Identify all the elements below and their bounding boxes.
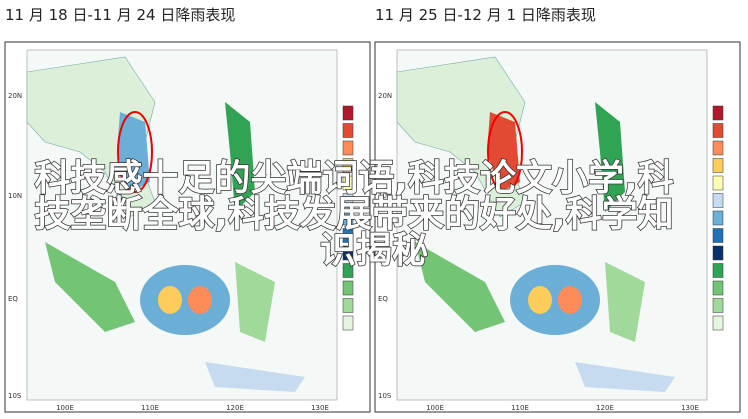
legend-swatch bbox=[712, 315, 724, 331]
rain bbox=[140, 265, 230, 335]
rain bbox=[595, 102, 625, 212]
land bbox=[396, 56, 526, 218]
legend-swatch bbox=[712, 193, 724, 208]
lon-label: 120E bbox=[226, 404, 244, 412]
lon-label: 130E bbox=[311, 404, 329, 412]
legend-swatch bbox=[712, 140, 724, 156]
legend-swatch bbox=[342, 123, 354, 138]
panel-title: 11 月 25 日-12 月 1 日降雨表现 bbox=[375, 6, 596, 24]
legend-swatch bbox=[342, 280, 354, 296]
legend-swatch bbox=[712, 298, 724, 313]
legend-swatch bbox=[342, 315, 354, 331]
rain bbox=[117, 112, 150, 192]
lat-label: EQ bbox=[8, 295, 18, 303]
rain bbox=[205, 362, 305, 392]
rain bbox=[188, 286, 212, 314]
lat-label: EQ bbox=[378, 295, 388, 303]
lat-label: 20N bbox=[8, 92, 22, 100]
lon-label: 100E bbox=[426, 404, 444, 412]
lat-label: 10N bbox=[8, 192, 22, 200]
legend-swatch bbox=[342, 263, 354, 278]
rain bbox=[528, 286, 552, 314]
legend-swatch bbox=[342, 175, 354, 191]
legend-swatch bbox=[342, 210, 354, 226]
lat-label: 10S bbox=[8, 392, 22, 400]
rain bbox=[235, 262, 275, 342]
lon-label: 100E bbox=[56, 404, 74, 412]
map-panel: 20N 10N EQ 10S 100E 110E 120E 130E bbox=[4, 41, 371, 413]
legend-swatch bbox=[342, 245, 354, 261]
lon-label: 110E bbox=[141, 404, 159, 412]
map-panel: 20N 10N EQ 10S 100E 110E 120E 130E bbox=[374, 41, 741, 413]
overlay-text: 技垄断全球,科技发展带来的好处,科学知 bbox=[34, 193, 673, 235]
highlight-circle bbox=[487, 111, 523, 193]
panel-title: 11 月 18 日-11 月 24 日降雨表现 bbox=[5, 6, 235, 24]
legend-swatch bbox=[342, 140, 354, 156]
rain bbox=[510, 265, 600, 335]
legend-swatch bbox=[342, 193, 354, 208]
legend-swatch bbox=[712, 245, 724, 261]
lon-label: 130E bbox=[681, 404, 699, 412]
legend-swatch bbox=[712, 280, 724, 296]
highlight-circle bbox=[117, 111, 153, 193]
rain bbox=[158, 286, 182, 314]
legend-swatch bbox=[712, 210, 724, 226]
legend-swatch bbox=[712, 263, 724, 278]
lat-label: 10N bbox=[378, 192, 392, 200]
legend-swatch bbox=[342, 105, 354, 121]
overlay-text: 科技感十足的尖端词语,科技论文小学,科 bbox=[34, 157, 673, 199]
legend-swatch bbox=[712, 158, 724, 173]
legend-swatch bbox=[712, 228, 724, 243]
rain bbox=[415, 242, 505, 332]
rain bbox=[225, 102, 255, 212]
lon-label: 110E bbox=[511, 404, 529, 412]
legend-swatch bbox=[712, 123, 724, 138]
lat-label: 20N bbox=[378, 92, 392, 100]
legend-swatch bbox=[342, 298, 354, 313]
legend-swatch bbox=[712, 105, 724, 121]
rain bbox=[558, 286, 582, 314]
rain bbox=[45, 242, 135, 332]
lat-label: 10S bbox=[378, 392, 392, 400]
legend-swatch bbox=[712, 175, 724, 191]
land bbox=[26, 56, 156, 218]
legend-swatch bbox=[342, 228, 354, 243]
rain bbox=[575, 362, 675, 392]
rain bbox=[605, 262, 645, 342]
lon-label: 120E bbox=[596, 404, 614, 412]
overlay-text: 识揭秘 bbox=[320, 230, 428, 271]
rain bbox=[487, 112, 520, 192]
legend-swatch bbox=[342, 158, 354, 173]
